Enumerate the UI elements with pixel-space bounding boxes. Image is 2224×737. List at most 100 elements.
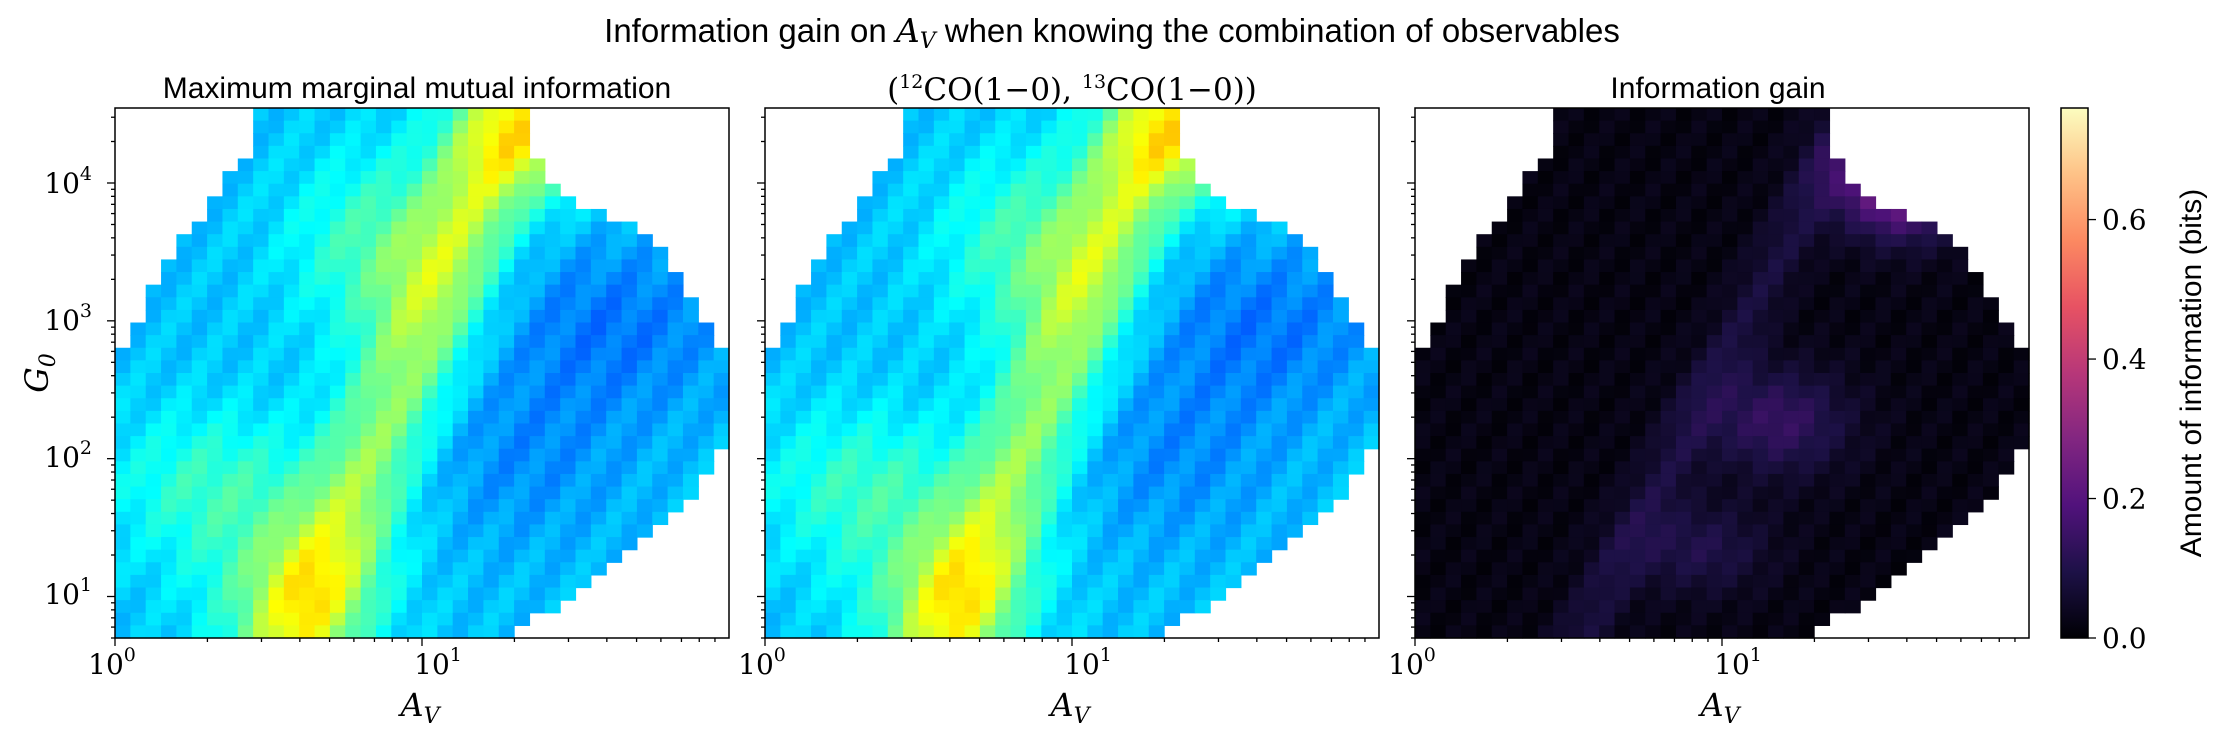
heatmap-cell	[283, 234, 300, 248]
heatmap-cell	[1860, 208, 1877, 223]
heatmap-cell	[176, 246, 193, 261]
heatmap-cell	[1537, 158, 1554, 172]
heatmap-cell	[1415, 612, 1431, 626]
heatmap-cell	[422, 246, 438, 261]
heatmap-cell	[299, 423, 316, 437]
heatmap-cell	[268, 612, 285, 626]
heatmap-cell	[979, 208, 996, 223]
heatmap-cell	[1737, 448, 1754, 462]
heatmap-cell	[1998, 335, 2015, 349]
heatmap-cell	[1860, 486, 1877, 500]
heatmap-cell	[514, 410, 531, 425]
heatmap-cell	[1660, 461, 1677, 475]
heatmap-cell	[1629, 347, 1646, 361]
heatmap-cell	[1783, 145, 1800, 160]
heatmap-cell	[1476, 360, 1493, 374]
heatmap-cell	[207, 486, 224, 500]
heatmap-cell	[1722, 499, 1738, 513]
heatmap-cell	[1445, 511, 1462, 526]
heatmap-cell	[468, 537, 484, 551]
heatmap-cell	[268, 108, 285, 122]
heatmap-cell	[1814, 145, 1831, 160]
heatmap-cell	[1133, 221, 1150, 235]
heatmap-cell	[1814, 120, 1831, 134]
heatmap-cell	[191, 272, 208, 286]
heatmap-cell	[514, 461, 531, 475]
heatmap-cell	[161, 335, 177, 349]
heatmap-cell	[207, 574, 224, 589]
heatmap-cell	[1645, 461, 1662, 475]
heatmap-cell	[1691, 448, 1708, 462]
heatmap-cell	[498, 461, 515, 475]
heatmap-cell	[575, 448, 592, 462]
heatmap-cell	[1522, 574, 1539, 589]
heatmap-cell	[949, 171, 966, 185]
heatmap-cell	[1476, 284, 1493, 298]
heatmap-cell	[1148, 196, 1165, 210]
heatmap-cell	[1537, 373, 1554, 387]
heatmap-cell	[949, 259, 966, 273]
heatmap-cell	[268, 410, 285, 425]
heatmap-cell	[667, 423, 684, 437]
heatmap-cell	[283, 322, 300, 336]
heatmap-cell	[1476, 385, 1493, 399]
heatmap-cell	[1829, 183, 1846, 197]
heatmap-cell	[1722, 385, 1738, 399]
heatmap-cell	[1691, 410, 1708, 425]
heatmap-cell	[1271, 221, 1288, 235]
heatmap-cell	[329, 171, 346, 185]
heatmap-cell	[529, 208, 546, 223]
heatmap-cell	[1982, 385, 1999, 399]
heatmap-cell	[636, 259, 653, 273]
heatmap-cell	[826, 461, 843, 475]
heatmap-cell	[514, 208, 531, 223]
heatmap-cell	[468, 208, 484, 223]
heatmap-cell	[1415, 385, 1431, 399]
heatmap-cell	[253, 234, 270, 248]
heatmap-cell	[1537, 284, 1554, 298]
heatmap-cell	[360, 499, 377, 513]
heatmap-cell	[795, 410, 812, 425]
heatmap-cell	[964, 410, 981, 425]
heatmap-cell	[826, 612, 843, 626]
heatmap-cell	[1814, 360, 1831, 374]
heatmap-cell	[1210, 309, 1227, 324]
heatmap-cell	[176, 473, 193, 488]
heatmap-cell	[1645, 410, 1662, 425]
heatmap-cell	[1645, 600, 1662, 614]
heatmap-cell	[1829, 335, 1846, 349]
heatmap-cell	[682, 373, 699, 387]
heatmap-cell	[130, 461, 147, 475]
heatmap-cell	[452, 410, 469, 425]
heatmap-cell	[811, 486, 827, 500]
heatmap-cell	[1675, 549, 1692, 563]
heatmap-cell	[1691, 373, 1708, 387]
heatmap-cell	[1890, 347, 1907, 361]
heatmap-cell	[1041, 158, 1058, 172]
heatmap-cell	[872, 284, 889, 298]
heatmap-cell	[1952, 473, 1969, 488]
heatmap-cell	[1660, 600, 1677, 614]
heatmap-cell	[1537, 423, 1554, 437]
heatmap-cell	[115, 473, 131, 488]
heatmap-cell	[176, 347, 193, 361]
heatmap-cell	[1737, 322, 1754, 336]
heatmap-cell	[1706, 221, 1723, 235]
heatmap-cell	[299, 272, 316, 286]
heatmap-cell	[1706, 448, 1723, 462]
heatmap-cell	[514, 309, 531, 324]
heatmap-cell	[130, 612, 147, 626]
heatmap-cell	[949, 537, 966, 551]
heatmap-cell	[345, 448, 362, 462]
heatmap-cell	[1629, 272, 1646, 286]
heatmap-cell	[765, 524, 781, 538]
heatmap-cell	[360, 473, 377, 488]
heatmap-cell	[1256, 385, 1273, 399]
heatmap-cell	[887, 360, 904, 374]
heatmap-cell	[606, 423, 623, 437]
heatmap-cell	[1302, 322, 1319, 336]
heatmap-cell	[498, 410, 515, 425]
heatmap-cell	[979, 398, 996, 412]
heatmap-cell	[283, 373, 300, 387]
heatmap-cell	[841, 398, 858, 412]
